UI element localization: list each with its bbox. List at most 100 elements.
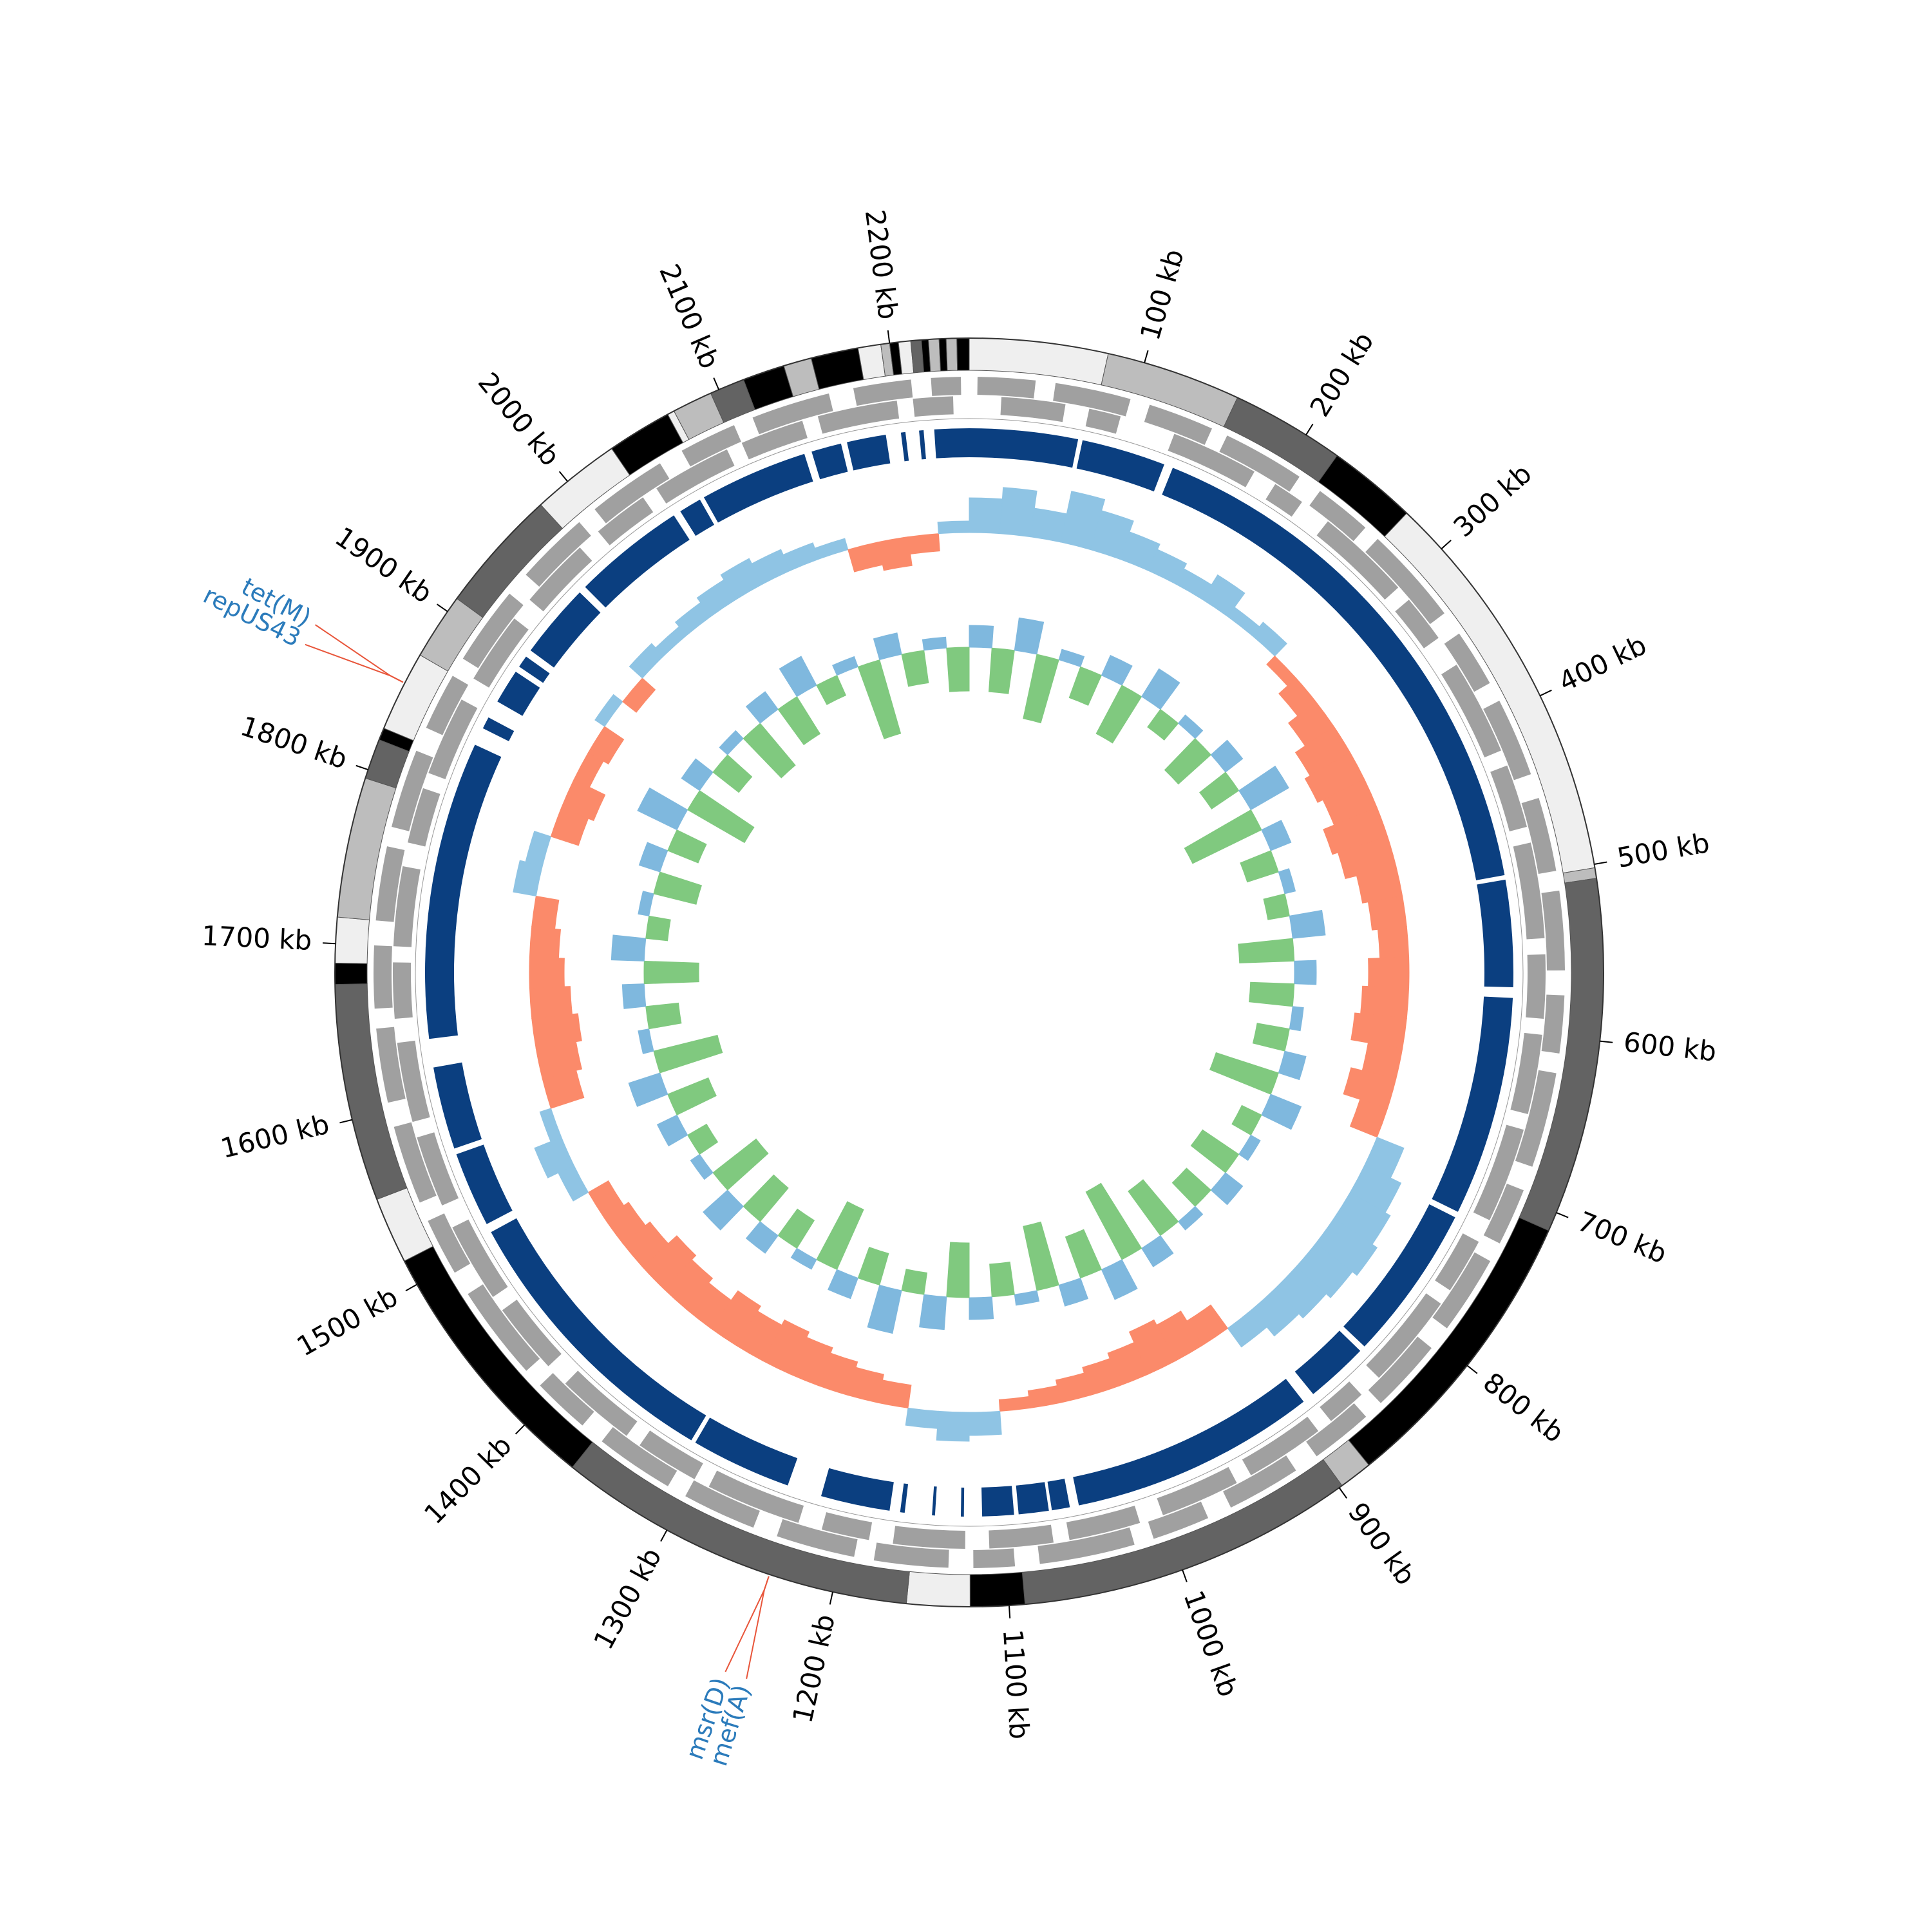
gene: [1473, 1124, 1524, 1220]
gene: [426, 676, 469, 735]
gene: [1541, 890, 1565, 971]
gene: [973, 1548, 1016, 1568]
gc-content-bar: [1249, 981, 1295, 1007]
gene: [375, 846, 405, 922]
gene: [1000, 397, 1066, 422]
alignment-block: [1047, 1479, 1070, 1511]
gc-skew-bar: [905, 1407, 939, 1429]
gc-skew-bar: [969, 497, 1003, 535]
gene: [540, 1372, 594, 1426]
alignment-block: [1076, 440, 1164, 492]
alignment-block: [981, 1486, 1014, 1517]
alignment-block: [1294, 1331, 1361, 1394]
gene: [1515, 1070, 1557, 1167]
gc-skew-bar: [1368, 956, 1410, 989]
tick-mark: [1008, 1605, 1011, 1619]
tick-mark: [829, 1591, 833, 1605]
tick-mark: [1539, 689, 1552, 697]
gene: [977, 377, 1036, 399]
gc-skew-bar: [529, 986, 573, 1019]
tick-mark: [887, 330, 891, 343]
gene: [1320, 1381, 1362, 1421]
gene: [598, 497, 654, 545]
gene: [1053, 383, 1131, 417]
gc-skew-bar: [877, 536, 913, 571]
gene: [408, 788, 440, 847]
contig: [969, 1571, 1026, 1607]
gene: [685, 1480, 760, 1528]
alignment-block: [1162, 468, 1505, 880]
gene: [1483, 1183, 1524, 1244]
gc-skew-bar: [531, 895, 560, 929]
annotation-leader: [724, 1576, 770, 1672]
gene: [1157, 1466, 1237, 1515]
gene: [468, 1284, 540, 1371]
gene: [392, 750, 433, 831]
gene: [428, 1213, 471, 1273]
gene: [393, 1122, 437, 1203]
alignment-block: [530, 592, 601, 668]
gene: [1309, 491, 1366, 542]
gene: [1306, 1403, 1367, 1457]
gc-content-bar: [922, 636, 947, 651]
contig: [945, 337, 958, 372]
gene: [1441, 665, 1501, 758]
gene: [393, 866, 421, 947]
gene: [853, 379, 913, 406]
tick-mark: [436, 603, 448, 612]
gene: [428, 699, 478, 779]
alignment-block: [519, 656, 550, 683]
alignment-block: [482, 717, 515, 742]
contig: [905, 1571, 971, 1607]
tick-label: 1100 kb: [997, 1628, 1036, 1740]
alignment-block: [900, 1483, 909, 1513]
gene: [1085, 408, 1121, 434]
gene: [681, 425, 741, 467]
alignment-block: [934, 428, 969, 459]
gene-track-outline: [415, 418, 1524, 1527]
gene: [752, 393, 833, 435]
gene: [1395, 600, 1439, 649]
gene: [1265, 484, 1302, 517]
gene: [473, 618, 529, 688]
tick-mark: [1305, 423, 1314, 435]
gc-skew-bar: [877, 1379, 912, 1408]
tick-mark: [713, 377, 720, 390]
gc-content-bar: [946, 647, 970, 692]
alignment-block: [456, 1144, 513, 1224]
alignment-block: [585, 515, 690, 608]
gene: [708, 1470, 804, 1523]
gc-skew-bar: [907, 533, 940, 554]
tick-mark: [1338, 1487, 1347, 1499]
gene: [526, 522, 591, 587]
alignment-block: [497, 671, 540, 716]
alignment-block: [1073, 1379, 1304, 1506]
gene: [1223, 1455, 1296, 1508]
alignment-block: [820, 1468, 894, 1511]
gc-skew-bar: [936, 1410, 970, 1442]
gene: [1242, 1416, 1319, 1475]
gc-skew-bar: [1030, 507, 1067, 543]
tick-mark: [1441, 540, 1452, 550]
gene: [1541, 994, 1565, 1054]
gene: [1366, 1293, 1441, 1378]
gene: [502, 1300, 562, 1367]
annotation-leader: [315, 624, 404, 683]
gc-skew-bar: [529, 926, 562, 959]
gene: [565, 1370, 638, 1436]
tick-mark: [558, 471, 569, 482]
gc-skew-bar: [1377, 926, 1410, 959]
gc-content-bar: [989, 1262, 1015, 1298]
gc-content-bar: [1294, 960, 1317, 985]
gene: [1144, 404, 1213, 445]
alignment-block: [900, 431, 909, 462]
gc-content-bar: [919, 1294, 947, 1331]
gene: [1066, 1506, 1141, 1540]
tick-mark: [339, 1119, 353, 1124]
alignment-block: [1343, 1204, 1455, 1347]
alignment-block: [1016, 1482, 1049, 1515]
gene: [931, 377, 961, 396]
gene: [1432, 1252, 1491, 1329]
gene: [873, 1542, 949, 1568]
gene: [376, 1027, 406, 1103]
